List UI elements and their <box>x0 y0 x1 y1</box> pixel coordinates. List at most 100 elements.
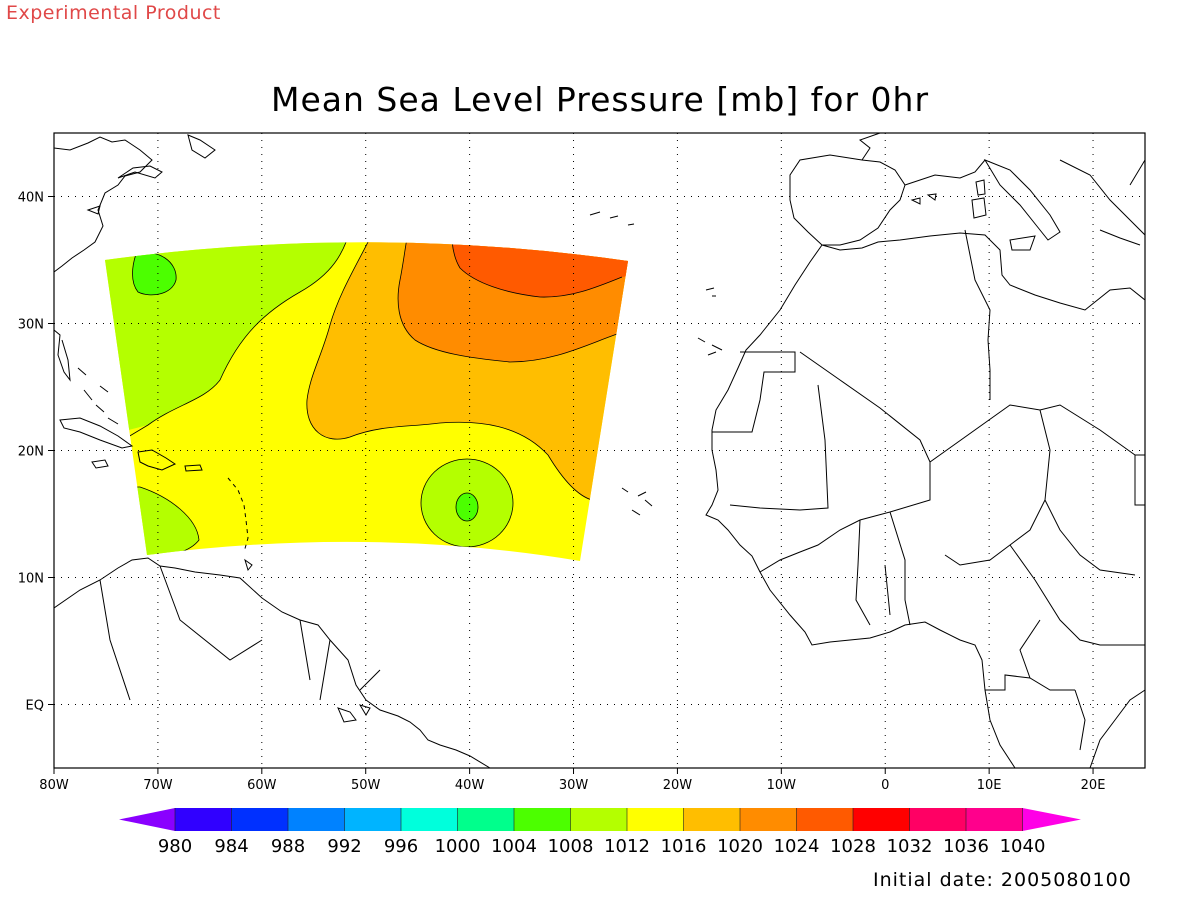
contour-1016 <box>306 242 593 501</box>
legend-bin <box>288 808 345 831</box>
contour-1024 <box>451 242 623 298</box>
coast-south-america <box>54 557 491 768</box>
coast-hispaniola <box>137 449 177 471</box>
coast-puerto-rico <box>184 464 203 472</box>
pressure-contours <box>127 237 623 561</box>
border-africa-6 <box>944 409 1051 566</box>
experimental-product-label: Experimental Product <box>6 2 221 24</box>
axis-ticks: 80W 70W 60W 50W 40W 30W 20W 10W 0 10E 20E 40N 30N 20N… <box>18 191 1106 794</box>
legend-label: 1024 <box>774 836 820 857</box>
coast-iberia <box>789 154 906 246</box>
coast-florida <box>54 329 71 382</box>
legend-label: 1032 <box>887 836 933 857</box>
coast-sicily <box>1009 235 1036 251</box>
border-sa-1 <box>99 565 381 701</box>
coast-france <box>858 133 986 186</box>
coast-lesser-antilles <box>227 477 249 553</box>
border-africa-3 <box>729 384 829 511</box>
coast-jamaica <box>91 459 109 469</box>
legend-arrow-low <box>119 808 175 831</box>
legend-bin <box>683 808 741 831</box>
field-1028-fill <box>451 242 628 298</box>
border-africa-7 <box>855 511 911 626</box>
coast-nova-scotia <box>117 165 163 179</box>
legend-label: 1016 <box>661 836 707 857</box>
coast-long-island <box>86 205 101 215</box>
border-africa-9 <box>985 619 1075 691</box>
lon-tick-label: 80W <box>39 778 69 793</box>
lat-tick-label: 20N <box>18 445 44 460</box>
legend-bin <box>401 808 458 831</box>
coastlines <box>54 133 1145 768</box>
field-1008-nw-fill <box>132 252 177 295</box>
coast-west-africa <box>705 244 1016 768</box>
lon-tick-label: 60W <box>247 778 277 793</box>
legend-label: 1004 <box>491 836 537 857</box>
field-1008-low-fill <box>456 493 478 521</box>
legend-bin <box>514 808 571 831</box>
border-africa-4 <box>759 462 931 573</box>
legend-arrow-high <box>1022 808 1081 831</box>
contour-1020 <box>397 242 621 363</box>
coast-balearics <box>910 193 937 205</box>
contour-1008-nw <box>132 252 177 296</box>
legend-bin <box>740 808 797 831</box>
border-africa-2 <box>799 351 1136 463</box>
legend-bin <box>853 808 910 831</box>
border-africa-5 <box>964 229 991 400</box>
lat-tick-label: 10N <box>18 572 44 587</box>
lon-tick-label: 0 <box>881 778 889 793</box>
border-africa-8 <box>1009 454 1145 646</box>
lon-tick-label: 10E <box>977 778 1002 793</box>
pressure-field <box>105 242 628 561</box>
lon-tick-label: 50W <box>351 778 381 793</box>
coast-bahamas <box>77 367 119 425</box>
lat-tick-label: 30N <box>18 318 44 333</box>
legend-bin <box>457 808 515 831</box>
legend-label: 1040 <box>1000 836 1046 857</box>
contour-1004-top <box>296 237 316 239</box>
lon-tick-label: 20W <box>663 778 693 793</box>
contour-1012-nw <box>127 242 353 438</box>
legend-label: 996 <box>384 836 418 857</box>
lon-tick-label: 30W <box>559 778 589 793</box>
legend-label: 1012 <box>604 836 650 857</box>
legend-bin <box>966 808 1023 831</box>
legend-bin <box>796 808 854 831</box>
coast-corsica <box>975 179 986 196</box>
legend-bin <box>570 808 628 831</box>
legend-bin <box>909 808 967 831</box>
legend-bin <box>627 808 684 831</box>
coast-italy <box>983 158 1061 241</box>
color-legend: 980 984 988 992 996 1000 1004 1008 1012 1016 1020 1… <box>119 808 1081 857</box>
legend-label: 980 <box>158 836 192 857</box>
legend-label: 1008 <box>548 836 594 857</box>
coast-balkans <box>1059 159 1145 246</box>
lat-tick-label: EQ <box>26 699 44 714</box>
graticule <box>54 133 1145 768</box>
coast-newfoundland <box>187 134 216 159</box>
legend-label: 1020 <box>717 836 763 857</box>
legend-label: 992 <box>327 836 361 857</box>
coast-cuba <box>59 417 134 449</box>
coast-amazon-delta <box>337 704 371 723</box>
legend-label: 1036 <box>943 836 989 857</box>
lon-tick-label: 40W <box>455 778 485 793</box>
coast-trinidad <box>244 558 253 572</box>
lon-tick-label: 20E <box>1081 778 1106 793</box>
lon-tick-label: 70W <box>143 778 173 793</box>
coast-africa <box>821 232 1145 311</box>
coast-madeira <box>705 287 716 297</box>
border-africa-1 <box>712 351 796 433</box>
lat-tick-label: 40N <box>18 191 44 206</box>
legend-label: 1000 <box>435 836 481 857</box>
legend-label: 1028 <box>830 836 876 857</box>
coast-sardinia <box>971 197 987 219</box>
contour-1008-low <box>455 492 479 522</box>
legend-bin <box>175 808 232 831</box>
lon-tick-label: 10W <box>767 778 797 793</box>
coast-east-africa-south <box>1074 689 1145 768</box>
legend-label: 984 <box>214 836 248 857</box>
